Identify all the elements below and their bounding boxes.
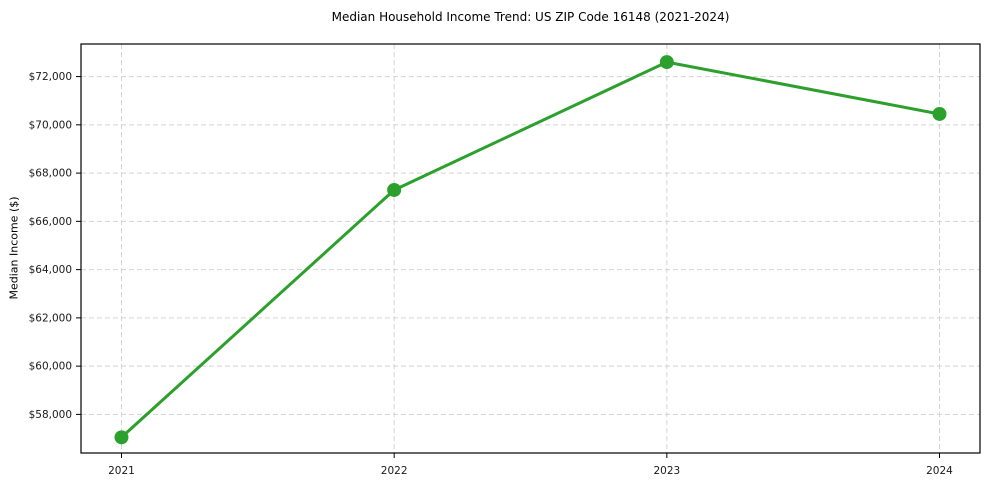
y-tick-label: $70,000	[29, 119, 72, 131]
y-axis-title: Median Income ($)	[7, 196, 21, 300]
y-tick-label: $72,000	[29, 71, 72, 83]
axes-spines	[80, 43, 981, 454]
chart-title: Median Household Income Trend: US ZIP Co…	[331, 10, 730, 24]
y-tick-label: $68,000	[29, 168, 72, 180]
y-tick-label: $66,000	[29, 216, 72, 228]
x-tick-label: 2023	[653, 465, 680, 477]
y-tick-label: $64,000	[29, 264, 72, 276]
x-tick-label: 2022	[381, 465, 408, 477]
data-point-marker	[387, 182, 402, 197]
x-tick-label: 2021	[108, 465, 135, 477]
y-tick-label: $62,000	[29, 312, 72, 324]
y-tick-label: $60,000	[29, 361, 72, 373]
data-point-marker	[114, 430, 129, 445]
x-tick-label: 2024	[926, 465, 953, 477]
data-point-marker	[932, 106, 947, 121]
data-line	[120, 60, 941, 439]
data-point-marker	[659, 55, 674, 70]
y-tick-label: $58,000	[29, 409, 72, 421]
